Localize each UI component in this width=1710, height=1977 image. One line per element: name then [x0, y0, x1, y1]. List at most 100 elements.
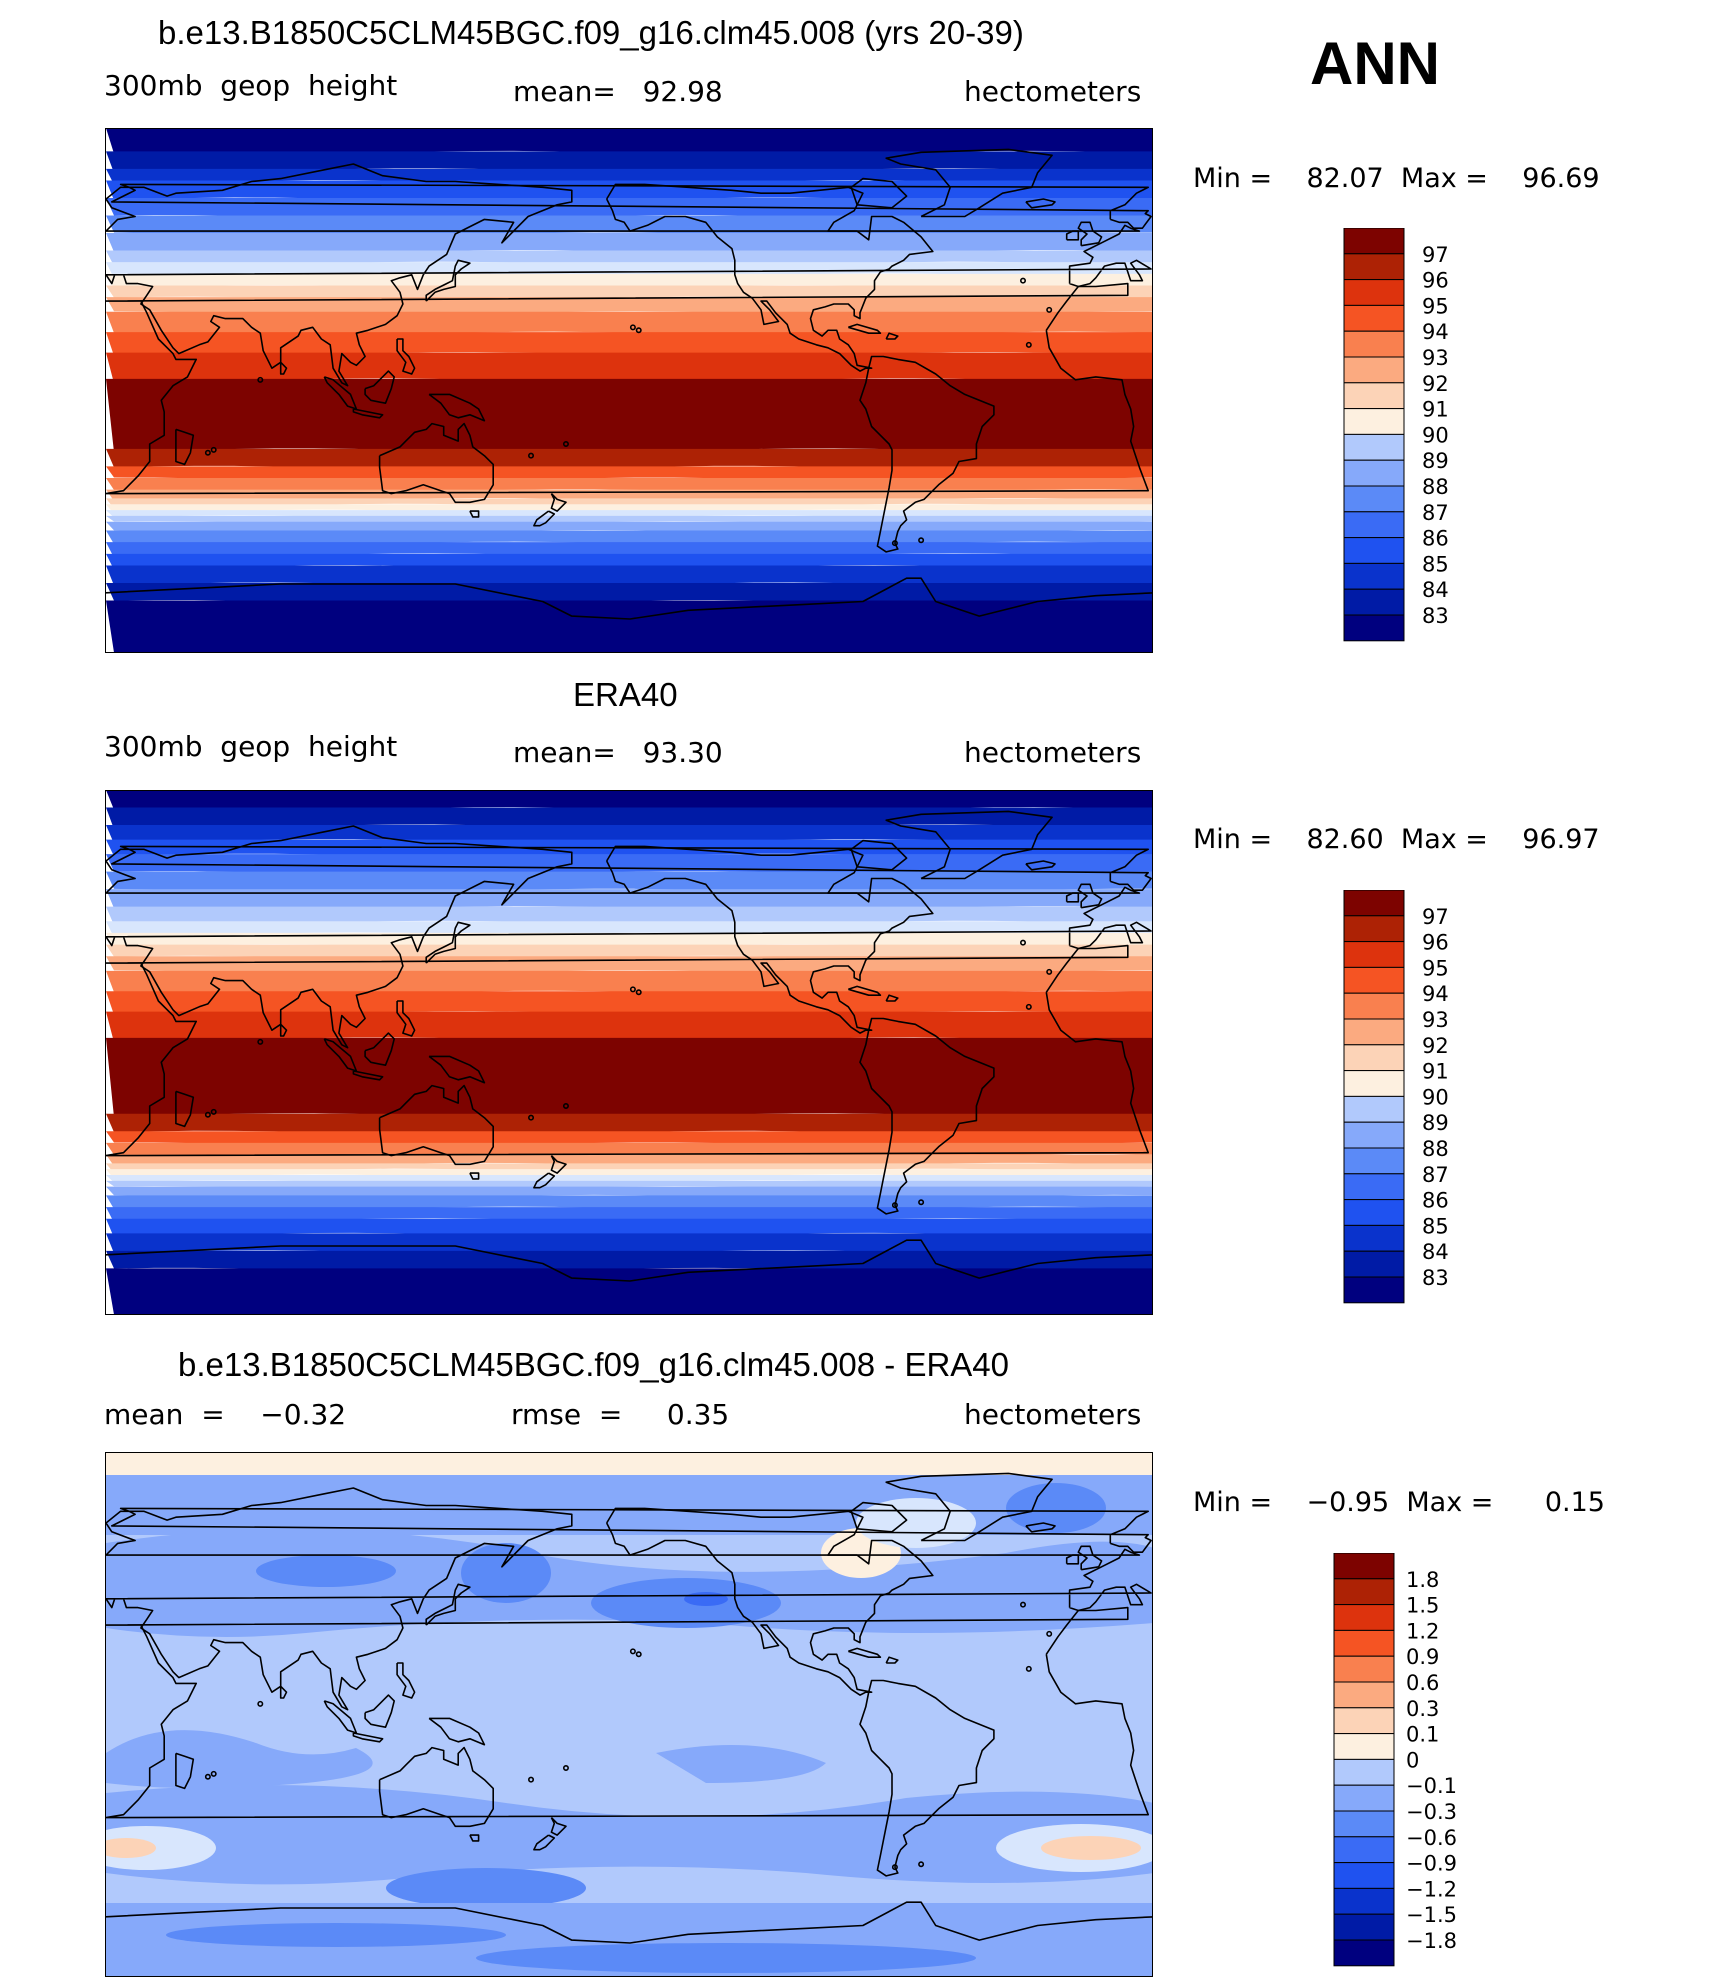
island [1019, 1601, 1026, 1608]
island [562, 1764, 569, 1771]
coastline [396, 1000, 416, 1037]
colorbar-swatch [1343, 562, 1405, 590]
colorbar-label: 1.2 [1406, 1619, 1439, 1643]
diff-blob [1041, 1836, 1141, 1860]
colorbar-swatch [1343, 459, 1405, 487]
coastline [111, 1507, 1152, 1553]
island [891, 1202, 898, 1209]
colorbar-swatch [1343, 511, 1405, 539]
panel1-mean-label: mean= 92.98 [513, 75, 723, 108]
coastline [106, 825, 1152, 1049]
coastline [1077, 221, 1103, 247]
diff-blob [166, 1923, 506, 1947]
panel1-minmax: Min = 82.07 Max = 96.69 [1193, 163, 1600, 194]
coastline [352, 408, 384, 419]
island [528, 1776, 535, 1783]
colorbar-swatch [1343, 915, 1405, 943]
contour-band [106, 1037, 1152, 1119]
island [629, 324, 636, 331]
colorbar-label: 87 [1422, 1163, 1449, 1187]
contour-band [106, 1011, 1152, 1043]
colorbar-swatch [1333, 1913, 1395, 1941]
panel3-units-label: hectometers [964, 1398, 1142, 1431]
coastline [279, 1023, 288, 1037]
coastline [175, 1090, 195, 1128]
coastline [605, 1507, 934, 1696]
colorbar-swatch [1343, 408, 1405, 435]
coastline [469, 1172, 480, 1180]
colorbar-label: 91 [1422, 398, 1449, 422]
colorbar-label: 93 [1422, 346, 1449, 370]
coastline [425, 1583, 471, 1626]
colorbar-swatch [1333, 1629, 1395, 1657]
colorbar-swatch [1333, 1733, 1395, 1760]
coastline [364, 1694, 396, 1729]
coastline [1025, 1522, 1056, 1533]
contour-band [106, 352, 1152, 384]
colorbar-label: 88 [1422, 1137, 1449, 1161]
island [1025, 1665, 1032, 1672]
island [210, 1108, 217, 1115]
coastline [175, 1752, 195, 1790]
contour-band [106, 839, 1152, 859]
island [528, 1114, 535, 1121]
panel2-variable-label: 300mb geop height [104, 730, 398, 763]
contour-band [106, 1113, 1152, 1136]
island [204, 1111, 211, 1118]
island [891, 1864, 898, 1871]
coastline [1065, 230, 1080, 241]
colorbar-swatch [1343, 356, 1405, 384]
coastline [850, 177, 908, 209]
contour-band [106, 297, 1152, 317]
coastline [111, 183, 1152, 229]
colorbar-swatch [1343, 1199, 1405, 1226]
contour-band [106, 825, 1152, 845]
coastline [428, 393, 486, 422]
coastline [848, 323, 882, 334]
coastline [279, 361, 288, 375]
contour-band [106, 1169, 1152, 1180]
coastline [605, 845, 934, 1034]
coastline [425, 259, 471, 302]
colorbar-swatch [1343, 537, 1405, 564]
coastline [396, 338, 416, 375]
colorbar-label: 0.9 [1406, 1645, 1439, 1669]
coastline [850, 1501, 908, 1533]
island [210, 446, 217, 453]
coastline [106, 1606, 1149, 1819]
colorbar-swatch [1343, 485, 1405, 513]
colorbar-swatch [1343, 1173, 1405, 1201]
coastline [859, 1679, 995, 1877]
panel2-map [105, 790, 1153, 1315]
coastline [469, 1834, 480, 1842]
contour-band [106, 168, 1152, 185]
contour-band [106, 921, 1152, 938]
diff-blob [106, 1785, 1152, 1885]
colorbar-label: 0.6 [1406, 1671, 1439, 1695]
contour-band [106, 262, 1152, 279]
coastline [106, 163, 1152, 387]
diff-blob [256, 1555, 396, 1587]
coastline [378, 1746, 495, 1828]
island [891, 540, 898, 547]
island [629, 986, 636, 993]
colorbar-label: −1.2 [1406, 1877, 1457, 1901]
colorbar-swatch [1343, 228, 1405, 255]
coastline [106, 577, 1152, 620]
coastline [885, 1656, 899, 1664]
colorbar-label: 96 [1422, 931, 1449, 955]
diff-blob [684, 1592, 728, 1606]
diff-band-north [106, 1453, 1152, 1475]
island [635, 327, 642, 334]
colorbar-label: −0.6 [1406, 1826, 1457, 1850]
island [629, 1648, 636, 1655]
coastline [885, 332, 899, 340]
panel2-title: ERA40 [573, 676, 678, 713]
colorbar-swatch [1333, 1578, 1395, 1606]
colorbar-swatch [1343, 1044, 1405, 1072]
colorbar-swatch [1333, 1862, 1395, 1889]
coastline [106, 282, 1149, 495]
colorbar-label: 1.5 [1406, 1594, 1439, 1618]
panel2-mean-label: mean= 93.30 [513, 736, 723, 769]
